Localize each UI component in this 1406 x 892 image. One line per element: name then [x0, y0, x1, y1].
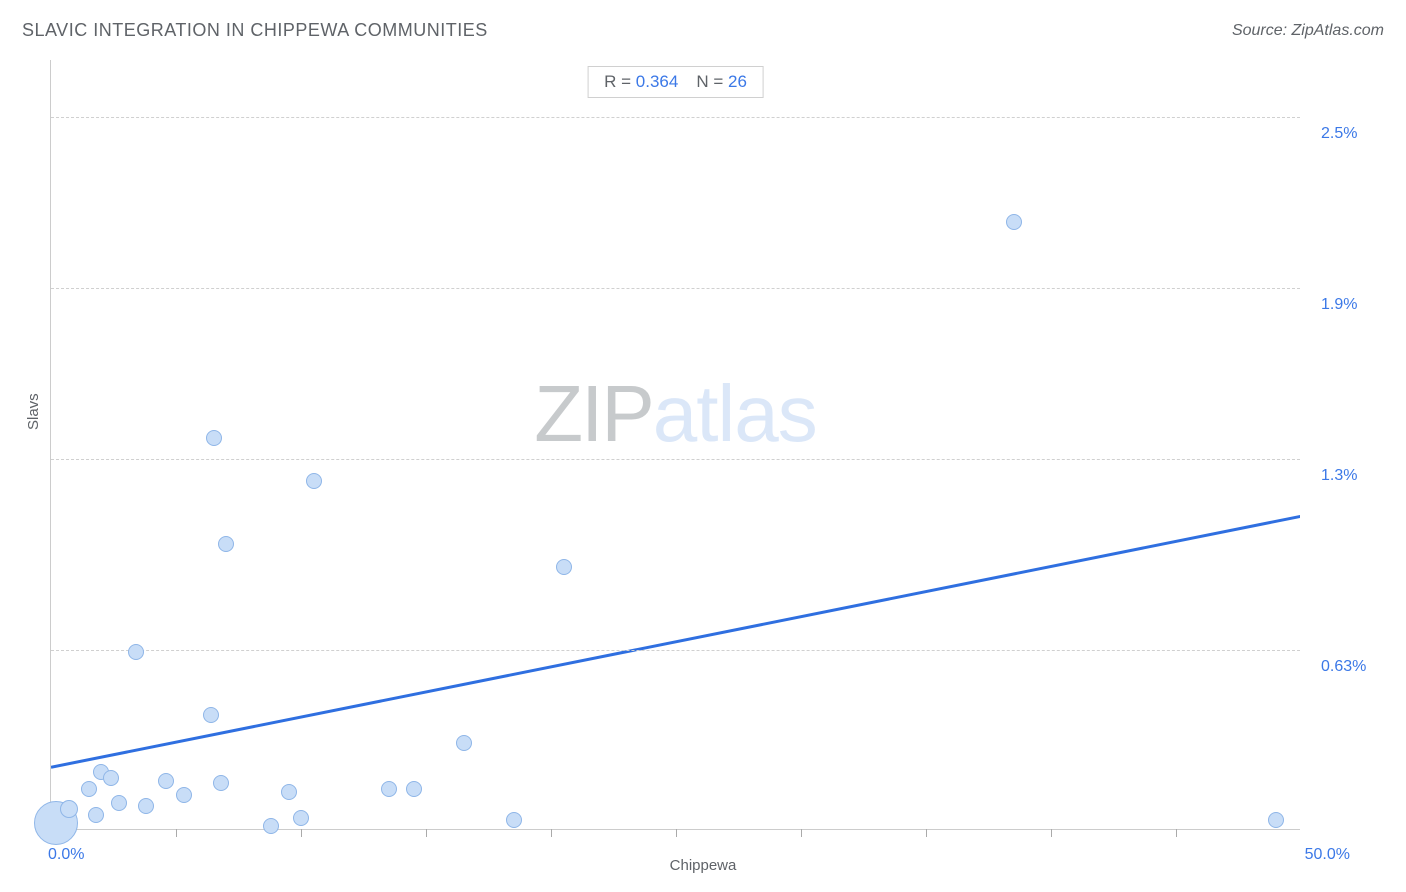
- y-tick-label: 1.9%: [1321, 296, 1357, 314]
- data-point: [556, 559, 572, 575]
- x-tick: [551, 829, 552, 837]
- data-point: [1268, 812, 1284, 828]
- gridline: [51, 459, 1300, 460]
- data-point: [60, 800, 78, 818]
- y-tick-label: 0.63%: [1321, 658, 1366, 676]
- chart-title: SLAVIC INTEGRATION IN CHIPPEWA COMMUNITI…: [22, 20, 488, 41]
- stat-r-label: R =: [604, 72, 631, 91]
- data-point: [213, 775, 229, 791]
- stat-n-value: 26: [728, 72, 747, 91]
- data-point: [506, 812, 522, 828]
- stats-box: R = 0.364 N = 26: [587, 66, 764, 98]
- x-tick: [1051, 829, 1052, 837]
- x-tick: [426, 829, 427, 837]
- data-point: [103, 770, 119, 786]
- gridline: [51, 288, 1300, 289]
- y-tick-label: 1.3%: [1321, 467, 1357, 485]
- data-point: [203, 707, 219, 723]
- plot-area: ZIPatlas R = 0.364 N = 26 0.63%1.3%1.9%2…: [50, 60, 1300, 830]
- data-point: [176, 787, 192, 803]
- data-point: [306, 473, 322, 489]
- data-point: [218, 536, 234, 552]
- gridline: [51, 650, 1300, 651]
- x-tick: [801, 829, 802, 837]
- source-label: Source: ZipAtlas.com: [1232, 22, 1384, 40]
- data-point: [81, 781, 97, 797]
- x-tick: [926, 829, 927, 837]
- x-tick: [301, 829, 302, 837]
- data-point: [456, 735, 472, 751]
- data-point: [88, 807, 104, 823]
- stat-n: N = 26: [696, 72, 747, 92]
- data-point: [406, 781, 422, 797]
- chart-header: SLAVIC INTEGRATION IN CHIPPEWA COMMUNITI…: [22, 20, 1384, 41]
- stat-r: R = 0.364: [604, 72, 678, 92]
- x-tick: [176, 829, 177, 837]
- stat-r-value: 0.364: [636, 72, 679, 91]
- watermark-part2: atlas: [653, 369, 817, 458]
- data-point: [281, 784, 297, 800]
- stat-n-label: N =: [696, 72, 723, 91]
- data-point: [111, 795, 127, 811]
- data-point: [158, 773, 174, 789]
- y-tick-label: 2.5%: [1321, 125, 1357, 143]
- data-point: [381, 781, 397, 797]
- data-point: [293, 810, 309, 826]
- data-point: [263, 818, 279, 834]
- y-axis-label: Slavs: [25, 393, 42, 430]
- data-point: [128, 644, 144, 660]
- data-point: [206, 430, 222, 446]
- x-axis-label: Chippewa: [670, 857, 737, 874]
- watermark-part1: ZIP: [534, 369, 652, 458]
- watermark: ZIPatlas: [534, 368, 816, 460]
- trend-line: [51, 516, 1300, 767]
- data-point: [1006, 214, 1022, 230]
- x-axis-end: 50.0%: [1305, 846, 1350, 864]
- x-tick: [1176, 829, 1177, 837]
- x-axis-start: 0.0%: [48, 846, 84, 864]
- x-tick: [676, 829, 677, 837]
- trend-line-svg: [51, 60, 1300, 829]
- data-point: [138, 798, 154, 814]
- gridline: [51, 117, 1300, 118]
